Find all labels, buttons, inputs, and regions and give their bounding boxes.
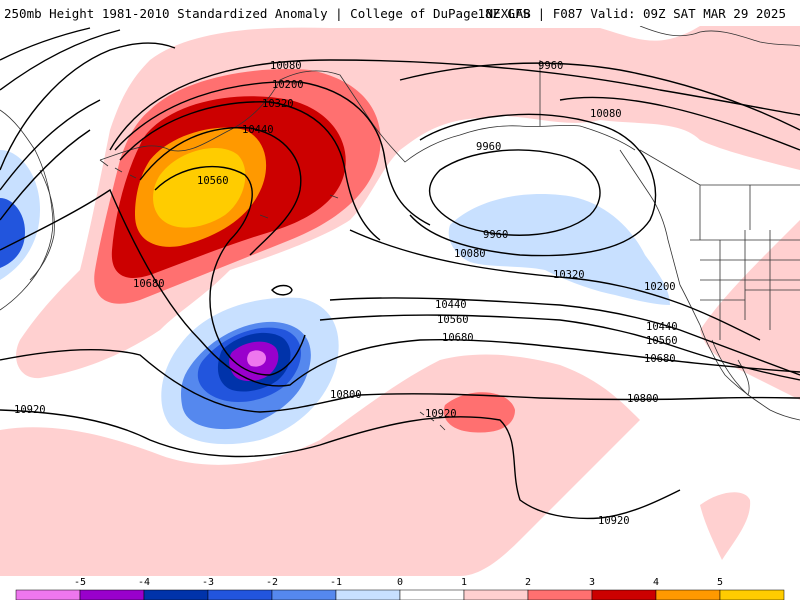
height-contours — [0, 27, 800, 520]
geography-outlines — [0, 26, 800, 431]
anomaly-pos5-ridge — [153, 147, 246, 228]
colorbar-swatch — [591, 589, 657, 600]
contour-label: 10080 — [454, 248, 486, 260]
contour-10440-north — [139, 126, 302, 256]
anomaly-neg2-west — [0, 198, 25, 268]
colorbar-tick-label: 3 — [589, 577, 595, 588]
contour-label: 10920 — [598, 515, 630, 527]
coastline-alaska — [99, 70, 636, 163]
contour-label: 10680 — [442, 332, 474, 344]
contour-10080-north — [109, 59, 800, 151]
contour-10080-ak-low — [409, 113, 657, 257]
contour-label: 10080 — [590, 108, 622, 120]
contour-label: 10680 — [133, 278, 165, 290]
colorbar-tick-label: -5 — [74, 577, 86, 588]
colorbar-swatch — [271, 589, 337, 600]
coastline-asia-east — [0, 109, 54, 311]
colorbar-swatch — [207, 589, 273, 600]
coastline-kamchatka — [29, 169, 55, 281]
contour-9960-canada — [399, 62, 800, 131]
canada-borders — [539, 60, 800, 240]
contour-10680-main — [0, 188, 800, 387]
contour-label: 10560 — [197, 175, 229, 187]
contour-10680-small — [271, 284, 293, 296]
colorbar-swatch — [399, 589, 465, 600]
contour-10080-west — [0, 27, 91, 61]
contour-10920-main — [0, 409, 681, 520]
coastline-us-west — [679, 284, 800, 421]
map-header: 250mb Height 1981-2010 Standardized Anom… — [0, 0, 800, 26]
colorbar-swatch — [15, 589, 81, 600]
colorbar-swatch — [143, 589, 209, 600]
colorbar-tick-label: -4 — [138, 577, 150, 588]
colorbar-swatch — [719, 589, 785, 600]
anomaly-neg1-nepac — [448, 194, 670, 305]
contour-label: 10200 — [644, 281, 676, 293]
contour-label: 9960 — [476, 141, 501, 153]
contour-label: 10440 — [435, 299, 467, 311]
contour-label: 10080 — [270, 60, 302, 72]
contour-10080-canada — [559, 96, 800, 151]
colorbar-tick-label: -3 — [202, 577, 214, 588]
contour-10440-main — [0, 99, 800, 376]
colorbar-tick-label: 4 — [653, 577, 659, 588]
aleutian-islands — [99, 159, 339, 219]
contour-9960-ak-low — [429, 149, 601, 236]
contour-label: 10560 — [437, 314, 469, 326]
anomaly-pos1-southeast — [700, 492, 751, 560]
contour-label: 9960 — [538, 60, 563, 72]
colorbar-swatches — [15, 589, 785, 600]
coastline-se-alaska-bc — [619, 149, 681, 286]
contour-label: 10920 — [14, 404, 46, 416]
contour-label-east: 10440 — [646, 321, 678, 333]
contour-label: 10920 — [425, 408, 457, 420]
anomaly-pos2-south — [443, 392, 515, 433]
contour-label-east: 10680 — [644, 353, 676, 365]
contour-label: 9960 — [483, 229, 508, 241]
anomaly-colorbar: -5 -4 -3 -2 -1 0 1 2 3 4 5 — [15, 577, 785, 600]
contour-label-layer: 10080 10200 10320 10440 10560 10680 1092… — [14, 60, 678, 527]
contour-10320-main — [0, 42, 761, 341]
contour-10320-north — [119, 101, 381, 241]
model-run-info: 18Z GFS | F087 Valid: 09Z SAT MAR 29 202… — [477, 6, 786, 21]
anomaly-pos1-east — [700, 220, 800, 400]
colorbar-swatch — [655, 589, 721, 600]
contour-label: 10800 — [330, 389, 362, 401]
colorbar-tick-label: -2 — [266, 577, 278, 588]
contour-label: 10800 — [627, 393, 659, 405]
anomaly-shading — [0, 26, 800, 576]
colorbar-swatch — [79, 589, 145, 600]
contour-10800-main — [0, 348, 800, 413]
colorbar-swatch — [335, 589, 401, 600]
contour-label: 10320 — [553, 269, 585, 281]
colorbar-swatch — [527, 589, 593, 600]
coastline-baja — [711, 339, 750, 396]
us-state-borders — [690, 230, 800, 340]
contour-10200-north — [114, 81, 431, 226]
contour-10560-ridge — [154, 165, 306, 376]
colorbar-tick-label: 5 — [717, 577, 723, 588]
contour-label-east: 10560 — [646, 335, 678, 347]
contour-10560-main — [0, 129, 800, 381]
weather-map: 10080 10200 10320 10440 10560 10680 1092… — [0, 26, 800, 576]
contour-label: 10320 — [262, 98, 294, 110]
arctic-coast — [639, 26, 800, 47]
colorbar-tick-label: 1 — [461, 577, 467, 588]
colorbar-tick-label: 0 — [397, 577, 403, 588]
colorbar-tick-label: 2 — [525, 577, 531, 588]
colorbar-tick-label: -1 — [330, 577, 342, 588]
contour-10200-west — [0, 29, 121, 91]
colorbar-swatch — [463, 589, 529, 600]
map-title: 250mb Height 1981-2010 Standardized Anom… — [4, 6, 531, 21]
contour-label: 10200 — [272, 79, 304, 91]
contour-label: 10440 — [242, 124, 274, 136]
colorbar-ticks: -5 -4 -3 -2 -1 0 1 2 3 4 5 — [74, 577, 723, 588]
anomaly-neg6-cutoff — [247, 350, 266, 367]
